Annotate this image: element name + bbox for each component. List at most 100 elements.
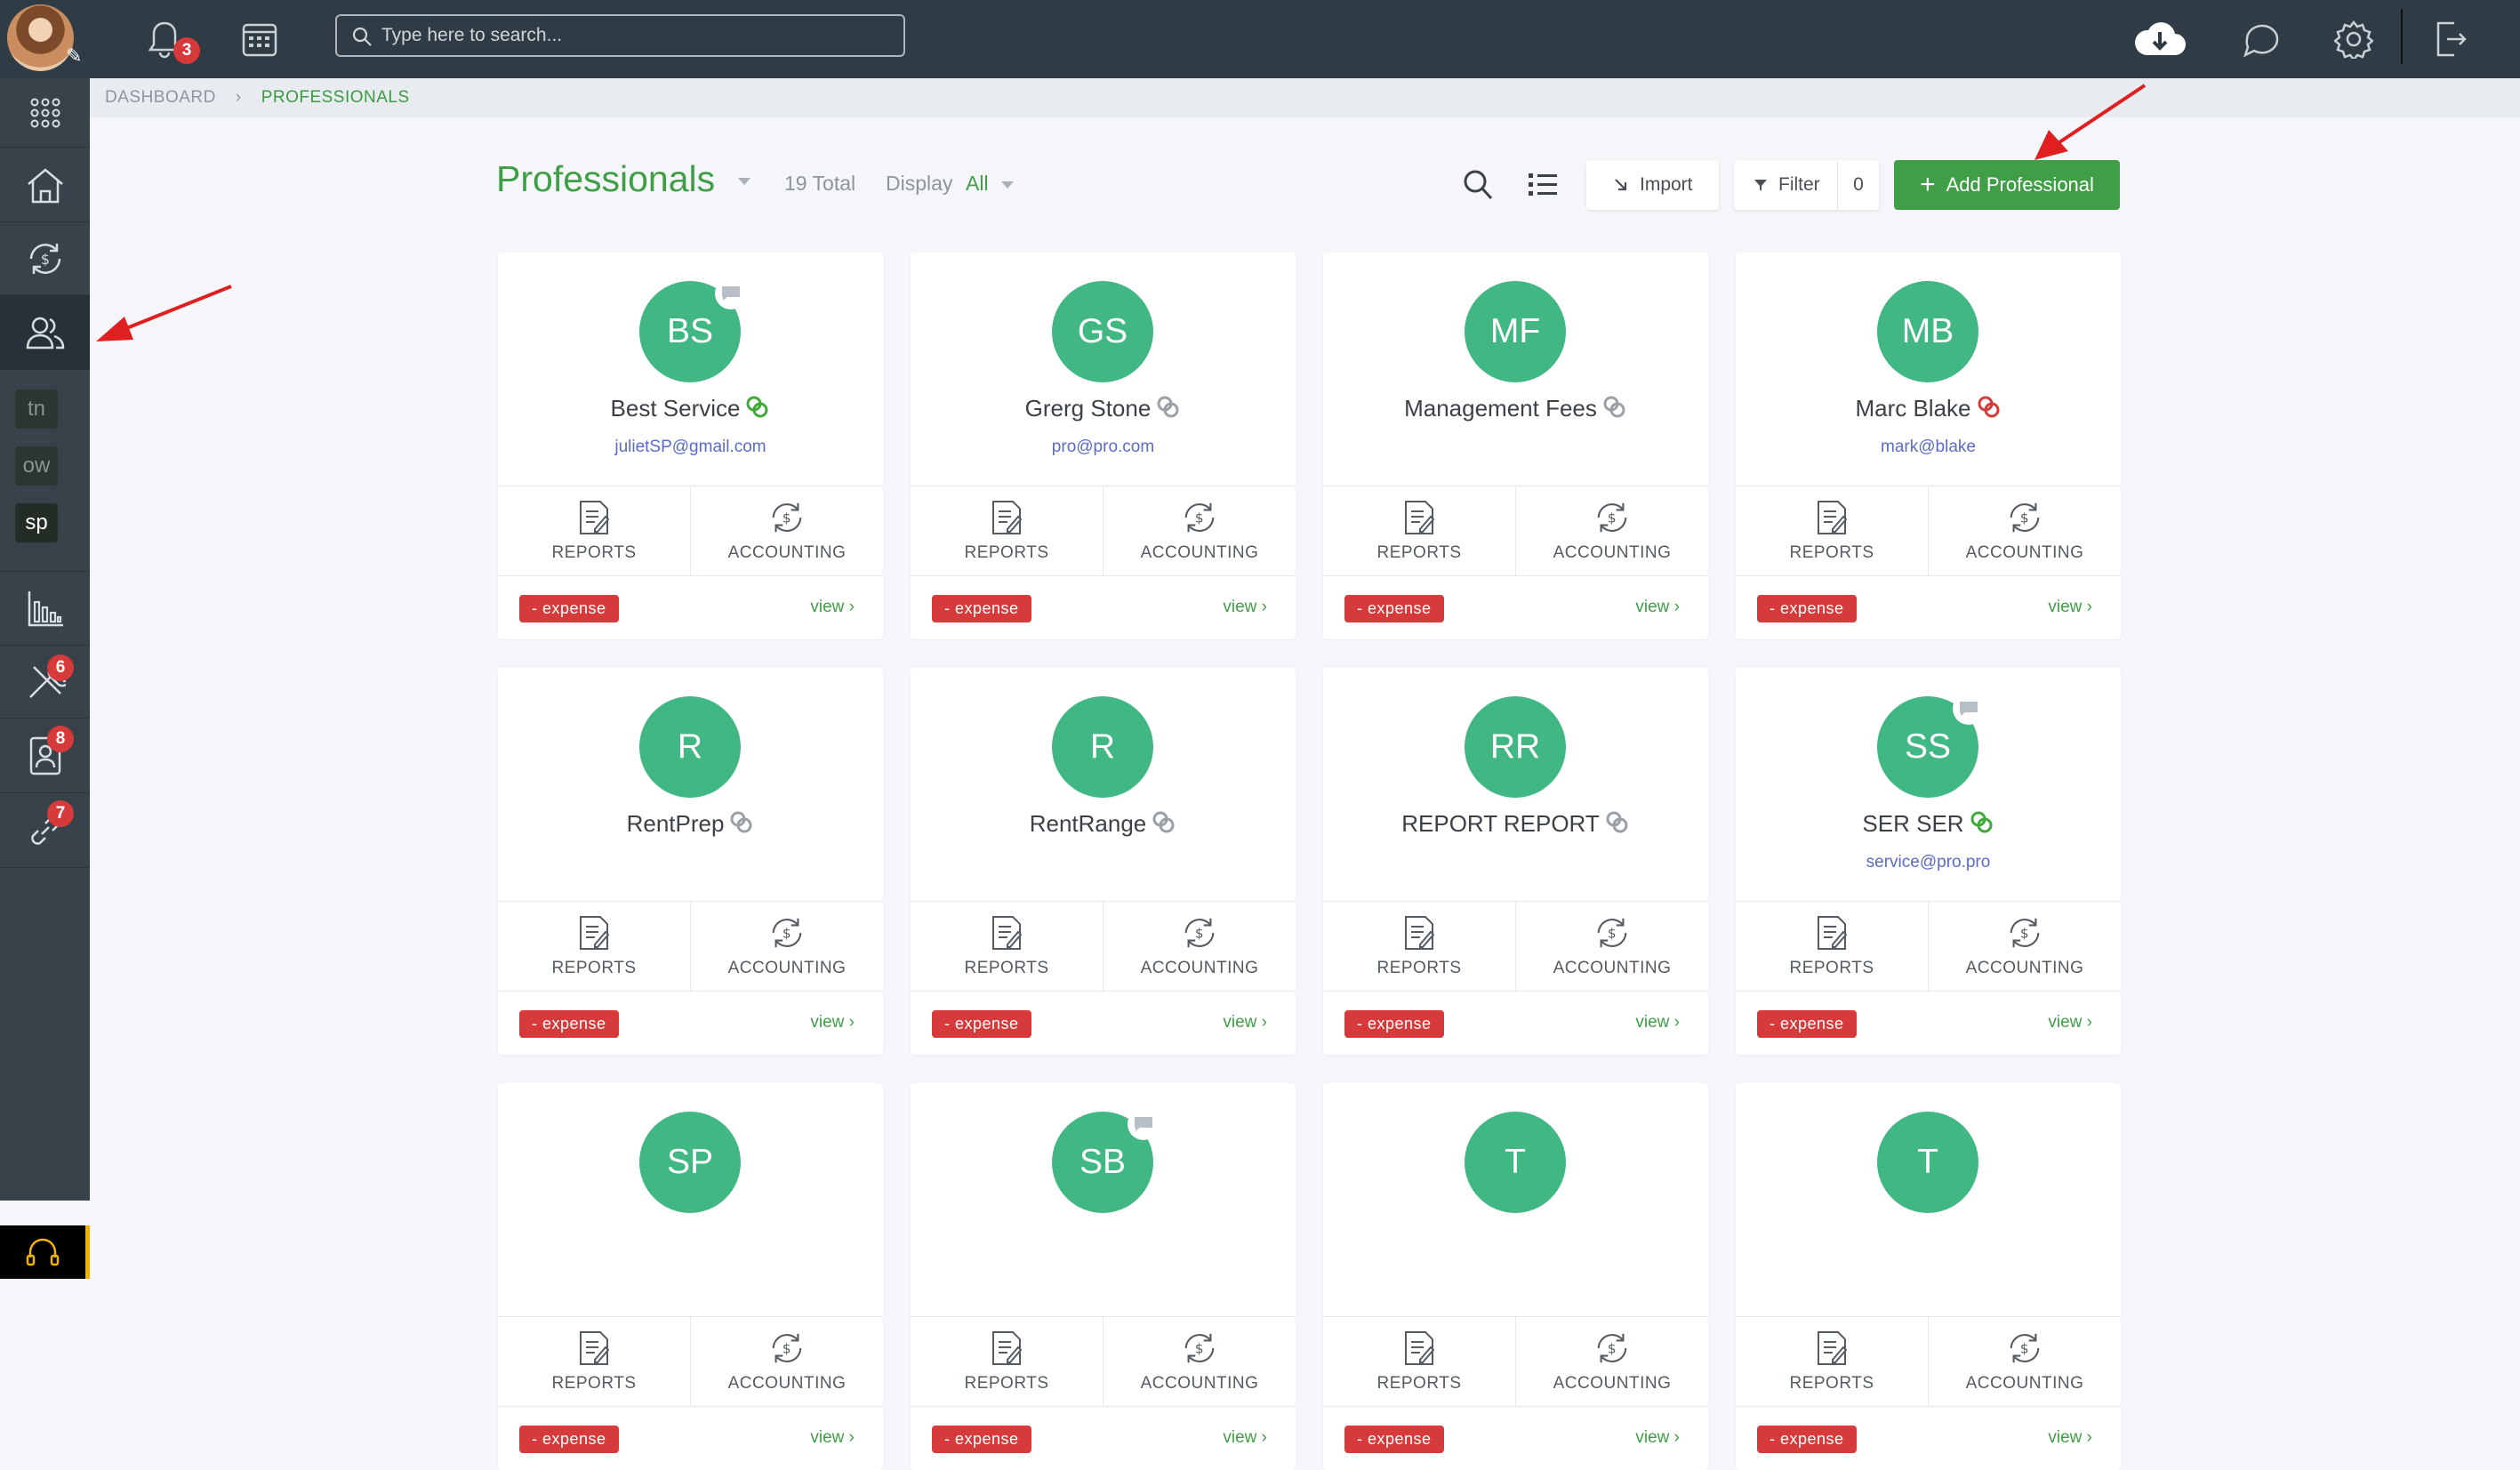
view-link[interactable]: view › [810, 1013, 855, 1032]
expense-badge[interactable]: - expense [932, 1426, 1031, 1453]
logout-button[interactable] [2424, 12, 2477, 66]
professional-email[interactable]: julietSP@gmail.com [614, 438, 766, 456]
professional-card[interactable]: SP REPORTS $ ACCOUNTING - expense view › [498, 1083, 883, 1470]
sidebar-item-reports[interactable] [0, 571, 90, 646]
view-link[interactable]: view › [1223, 598, 1267, 617]
view-link[interactable]: view › [1223, 1428, 1267, 1448]
professional-card[interactable]: SB REPORTS $ ACCOUNTING - expense view › [911, 1083, 1296, 1470]
view-link[interactable]: view › [2048, 1428, 2092, 1448]
reports-action[interactable]: REPORTS [1323, 1317, 1515, 1406]
support-button[interactable] [0, 1225, 85, 1279]
professional-card[interactable]: T REPORTS $ ACCOUNTING - expense view › [1323, 1083, 1708, 1470]
sidebar-item-contacts[interactable]: 8 [0, 719, 90, 793]
accounting-action[interactable]: $ ACCOUNTING [1515, 486, 1708, 575]
reports-action[interactable]: REPORTS [1323, 902, 1515, 991]
professional-card[interactable]: GS Grerg Stone pro@pro.com REPORTS $ ACCOUNTI… [911, 253, 1296, 639]
download-button[interactable] [2131, 12, 2188, 66]
professional-email[interactable]: mark@blake [1881, 438, 1976, 456]
accounting-action[interactable]: $ ACCOUNTING [690, 1317, 883, 1406]
view-link[interactable]: view › [1223, 1013, 1267, 1032]
professional-card[interactable]: SS SER SER service@pro.pro REPORTS $ ACCOUNTI… [1736, 668, 2121, 1055]
breadcrumb-dashboard[interactable]: DASHBOARD [105, 88, 216, 107]
accounting-action[interactable]: $ ACCOUNTING [1103, 1317, 1296, 1406]
reports-action[interactable]: REPORTS [498, 1317, 690, 1406]
professional-name[interactable]: SER SER [1736, 810, 2121, 838]
sidebar-account-ow[interactable]: ow [15, 446, 58, 486]
professional-name[interactable]: RentPrep [498, 810, 883, 838]
view-link[interactable]: view › [810, 1428, 855, 1448]
reports-action[interactable]: REPORTS [498, 486, 690, 575]
search-input[interactable] [381, 25, 879, 46]
accounting-action[interactable]: $ ACCOUNTING [1103, 902, 1296, 991]
chat-bubble-icon[interactable] [1128, 1108, 1160, 1140]
expense-badge[interactable]: - expense [1757, 595, 1857, 623]
expense-badge[interactable]: - expense [519, 1010, 619, 1038]
reports-action[interactable]: REPORTS [1736, 486, 1928, 575]
display-select[interactable]: All [966, 172, 1014, 196]
accounting-action[interactable]: $ ACCOUNTING [690, 902, 883, 991]
sidebar-account-tn[interactable]: tn [15, 390, 58, 429]
professional-card[interactable]: T REPORTS $ ACCOUNTING - expense view › [1736, 1083, 2121, 1470]
reports-action[interactable]: REPORTS [1736, 1317, 1928, 1406]
expense-badge[interactable]: - expense [932, 595, 1031, 623]
accounting-action[interactable]: $ ACCOUNTING [1928, 1317, 2121, 1406]
reports-action[interactable]: REPORTS [911, 486, 1103, 575]
professional-card[interactable]: RR REPORT REPORT REPORTS $ ACCOUNTING - expen… [1323, 668, 1708, 1055]
expense-badge[interactable]: - expense [1344, 1010, 1444, 1038]
settings-button[interactable] [2327, 12, 2380, 66]
sidebar-account-sp[interactable]: sp [15, 503, 58, 542]
expense-badge[interactable]: - expense [1757, 1010, 1857, 1038]
sidebar-item-properties[interactable] [0, 148, 90, 222]
sidebar-item-maintenance[interactable]: 6 [0, 646, 90, 719]
chat-button[interactable] [2234, 12, 2287, 66]
expense-badge[interactable]: - expense [932, 1010, 1031, 1038]
add-professional-button[interactable]: + Add Professional [1894, 160, 2120, 210]
expense-badge[interactable]: - expense [1344, 1426, 1444, 1453]
sidebar-item-links[interactable]: 7 [0, 793, 90, 868]
accounting-action[interactable]: $ ACCOUNTING [1103, 486, 1296, 575]
view-link[interactable]: view › [1635, 598, 1680, 617]
view-link[interactable]: view › [2048, 598, 2092, 617]
accounting-action[interactable]: $ ACCOUNTING [1928, 902, 2121, 991]
professional-email[interactable]: service@pro.pro [1866, 853, 1991, 872]
accounting-action[interactable]: $ ACCOUNTING [690, 486, 883, 575]
professional-card[interactable]: BS Best Service julietSP@gmail.com REPORTS $… [498, 253, 883, 639]
view-link[interactable]: view › [1635, 1428, 1680, 1448]
professional-card[interactable]: R RentPrep REPORTS $ ACCOUNTING - expense view… [498, 668, 883, 1055]
expense-badge[interactable]: - expense [1344, 595, 1444, 623]
sidebar-item-apps[interactable] [0, 78, 90, 148]
import-button[interactable]: Import [1586, 160, 1719, 210]
reports-action[interactable]: REPORTS [1323, 486, 1515, 575]
list-view-button[interactable] [1529, 171, 1559, 204]
expense-badge[interactable]: - expense [519, 1426, 619, 1453]
professional-name[interactable]: REPORT REPORT [1323, 810, 1708, 838]
accounting-action[interactable]: $ ACCOUNTING [1515, 1317, 1708, 1406]
chat-bubble-icon[interactable] [1953, 693, 1985, 725]
expense-badge[interactable]: - expense [519, 595, 619, 623]
calendar-button[interactable] [233, 12, 286, 66]
accounting-action[interactable]: $ ACCOUNTING [1515, 902, 1708, 991]
professional-card[interactable]: MF Management Fees REPORTS $ ACCOUNTING - exp… [1323, 253, 1708, 639]
search-toggle-button[interactable] [1463, 169, 1493, 205]
reports-action[interactable]: REPORTS [498, 902, 690, 991]
professional-card[interactable]: R RentRange REPORTS $ ACCOUNTING - expense vie… [911, 668, 1296, 1055]
sidebar-item-professionals[interactable] [0, 295, 90, 370]
professional-email[interactable]: pro@pro.com [1051, 438, 1155, 456]
sidebar-item-accounting[interactable]: $ [0, 222, 90, 295]
notifications-button[interactable]: 3 [138, 12, 200, 66]
view-link[interactable]: view › [810, 598, 855, 617]
chat-bubble-icon[interactable] [715, 277, 747, 309]
view-link[interactable]: view › [1635, 1013, 1680, 1032]
accounting-action[interactable]: $ ACCOUNTING [1928, 486, 2121, 575]
professional-name[interactable]: Best Service [498, 395, 883, 422]
page-title[interactable]: Professionals [496, 158, 750, 200]
professional-card[interactable]: MB Marc Blake mark@blake REPORTS $ ACCOUNTING… [1736, 253, 2121, 639]
expense-badge[interactable]: - expense [1757, 1426, 1857, 1453]
professional-name[interactable]: RentRange [911, 810, 1296, 838]
reports-action[interactable]: REPORTS [911, 902, 1103, 991]
professional-name[interactable]: Grerg Stone [911, 395, 1296, 422]
user-avatar[interactable] [7, 4, 74, 71]
reports-action[interactable]: REPORTS [1736, 902, 1928, 991]
professional-name[interactable]: Management Fees [1323, 395, 1708, 422]
professional-name[interactable]: Marc Blake [1736, 395, 2121, 422]
